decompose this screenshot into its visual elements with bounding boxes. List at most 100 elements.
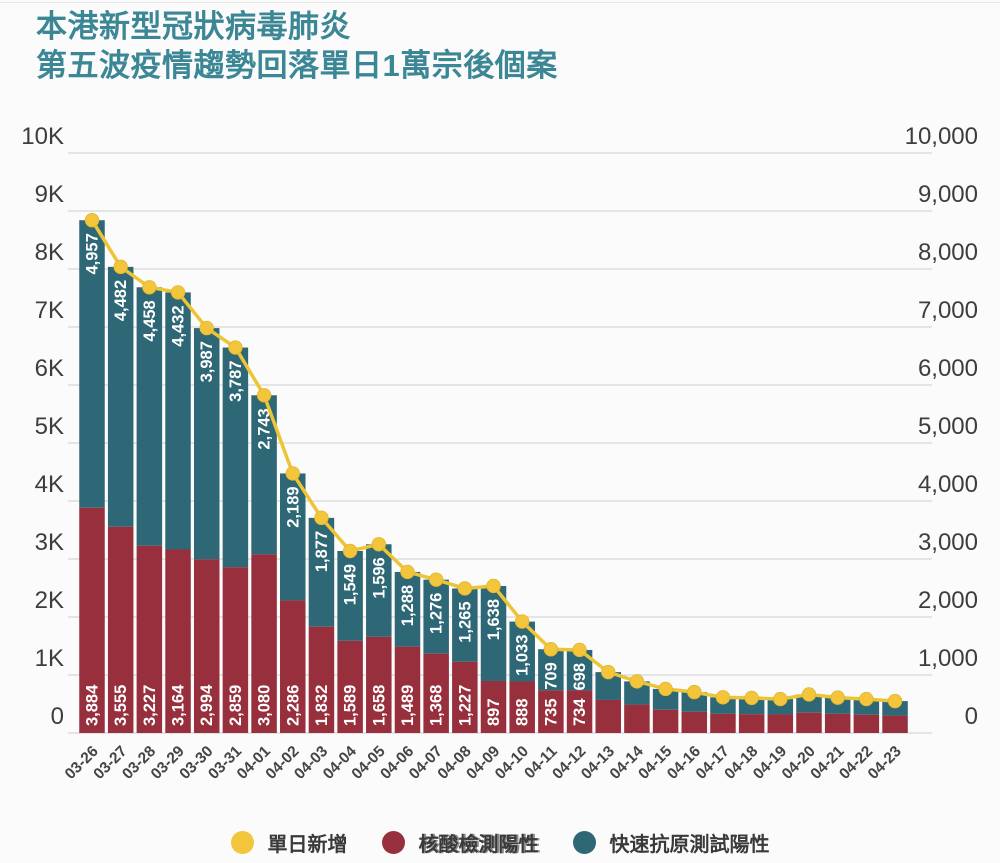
- bar-segment-rat: [107, 266, 134, 527]
- bar-label-rat: 1,877: [313, 531, 331, 572]
- y-axis-tick-left: 9K: [35, 181, 64, 208]
- daily-new-dot: [314, 510, 329, 526]
- bar-segment-pcr: [165, 549, 191, 733]
- y-axis-tick-right: 2,000: [918, 587, 978, 614]
- bar-segment-pcr: [538, 690, 564, 733]
- legend-label-pcr-positive: 核酸檢測陽性: [418, 834, 539, 856]
- bar-segment-pcr: [280, 600, 306, 733]
- daily-new-dot: [285, 466, 300, 481]
- daily-new-dot: [142, 280, 157, 295]
- bar-label-pcr: 2,286: [284, 685, 302, 726]
- daily-new-dot: [629, 674, 645, 689]
- bar-segment-rat: [767, 699, 794, 715]
- bar-label-pcr: 1,489: [399, 685, 417, 726]
- daily-new-dot: [515, 614, 530, 629]
- y-axis-tick-left: 8K: [35, 239, 64, 266]
- bar-segment-pcr: [107, 526, 134, 733]
- y-axis-tick-right: 0: [965, 703, 978, 730]
- bar-label-pcr: 1,368: [428, 685, 446, 726]
- bar-segment-pcr: [509, 681, 535, 733]
- bar-segment-rat: [824, 697, 851, 714]
- bar-segment-pcr: [796, 712, 822, 733]
- bar-segment-pcr: [710, 713, 736, 733]
- bar-segment-pcr: [652, 709, 679, 733]
- pcr-positive-dot-icon: [381, 831, 405, 854]
- bar-label-pcr: 734: [571, 698, 589, 726]
- daily-new-dot-icon: [230, 831, 254, 854]
- title-line-1: 本港新型冠狀病毒肺炎: [36, 9, 351, 44]
- x-axis-tick: 04-10: [492, 743, 532, 783]
- y-axis-tick-left: 2K: [35, 587, 64, 614]
- bar-segment-rat: [853, 699, 880, 715]
- bar-label-pcr: 888: [514, 698, 532, 726]
- bar-label-pcr: 3,555: [112, 685, 130, 726]
- daily-new-dot: [84, 213, 100, 228]
- bar-label-rat: 4,482: [112, 280, 130, 321]
- bar-label-pcr: 2,994: [198, 684, 216, 726]
- top-divider: [0, 2, 1000, 3]
- bar-segment-pcr: [366, 636, 392, 733]
- bar-segment-rat: [394, 571, 421, 647]
- daily-new-dot: [113, 259, 128, 275]
- y-axis-tick-right: 4,000: [918, 471, 978, 498]
- y-axis-tick-right: 8,000: [918, 239, 978, 266]
- bar-label-pcr: 3,884: [84, 684, 102, 726]
- daily-new-dot: [371, 537, 387, 552]
- daily-new-dot: [887, 693, 903, 709]
- y-axis-tick-left: 0: [51, 703, 64, 730]
- bar-segment-pcr: [337, 640, 363, 733]
- bar-label-pcr: 3,164: [170, 684, 188, 726]
- daily-new-dot: [801, 687, 817, 702]
- bar-segment-pcr: [767, 714, 794, 733]
- daily-new-dot: [457, 581, 473, 596]
- bar-label-rat: 1,276: [428, 593, 446, 634]
- y-axis-tick-left: 7K: [35, 297, 64, 324]
- bar-segment-rat: [738, 697, 765, 715]
- x-axis-tick: 04-23: [865, 743, 905, 783]
- bar-segment-rat: [193, 328, 220, 560]
- bar-segment-rat: [366, 544, 392, 637]
- y-axis-tick-left: 6K: [35, 355, 64, 382]
- y-axis-tick-right: 9,000: [918, 181, 978, 208]
- bar-segment-pcr: [452, 661, 478, 733]
- bar-segment-pcr: [394, 646, 421, 733]
- daily-new-dot: [400, 564, 415, 580]
- bar-segment-rat: [681, 692, 708, 712]
- bar-label-rat: 698: [571, 663, 589, 691]
- bar-segment-rat: [222, 347, 249, 568]
- bar-label-pcr: 897: [485, 698, 503, 726]
- bar-label-rat: 1,596: [370, 557, 388, 598]
- bar-segment-rat: [79, 220, 105, 508]
- bar-segment-rat: [337, 550, 363, 641]
- bar-label-rat: 1,033: [514, 635, 532, 676]
- bar-segment-pcr: [308, 626, 335, 733]
- legend-item-pcr-positive: 核酸檢測陽性: [381, 828, 539, 857]
- daily-new-dot: [228, 340, 243, 355]
- bar-label-rat: 1,549: [342, 564, 360, 605]
- daily-new-dot: [830, 690, 845, 705]
- daily-new-dot: [715, 690, 731, 705]
- bar-segment-rat: [652, 688, 679, 710]
- bar-label-pcr: 1,658: [370, 685, 388, 726]
- bar-segment-rat: [136, 287, 163, 546]
- y-axis-tick-right: 5,000: [918, 413, 978, 440]
- daily-new-dot: [199, 320, 214, 336]
- y-axis-tick-left: 5K: [35, 413, 64, 440]
- y-axis-tick-left: 3K: [35, 529, 64, 556]
- daily-new-dot: [572, 642, 587, 658]
- daily-new-dot: [170, 285, 186, 300]
- bar-segment-rat: [710, 697, 736, 714]
- bar-label-rat: 1,638: [485, 599, 503, 640]
- bar-segment-pcr: [882, 715, 908, 733]
- bar-label-rat: 4,432: [170, 305, 188, 346]
- daily-new-dot: [256, 388, 272, 403]
- bar-segment-pcr: [566, 690, 593, 733]
- bar-label-pcr: 1,227: [456, 685, 474, 726]
- bar-label-rat: 2,189: [284, 486, 302, 527]
- legend-item-daily-new: 單日新增: [230, 828, 348, 857]
- bar-label-rat: 3,987: [198, 341, 216, 382]
- bar-segment-pcr: [738, 714, 765, 733]
- bar-label-pcr: 2,859: [227, 685, 245, 726]
- bar-segment-rat: [423, 579, 449, 654]
- bar-segment-pcr: [595, 699, 621, 733]
